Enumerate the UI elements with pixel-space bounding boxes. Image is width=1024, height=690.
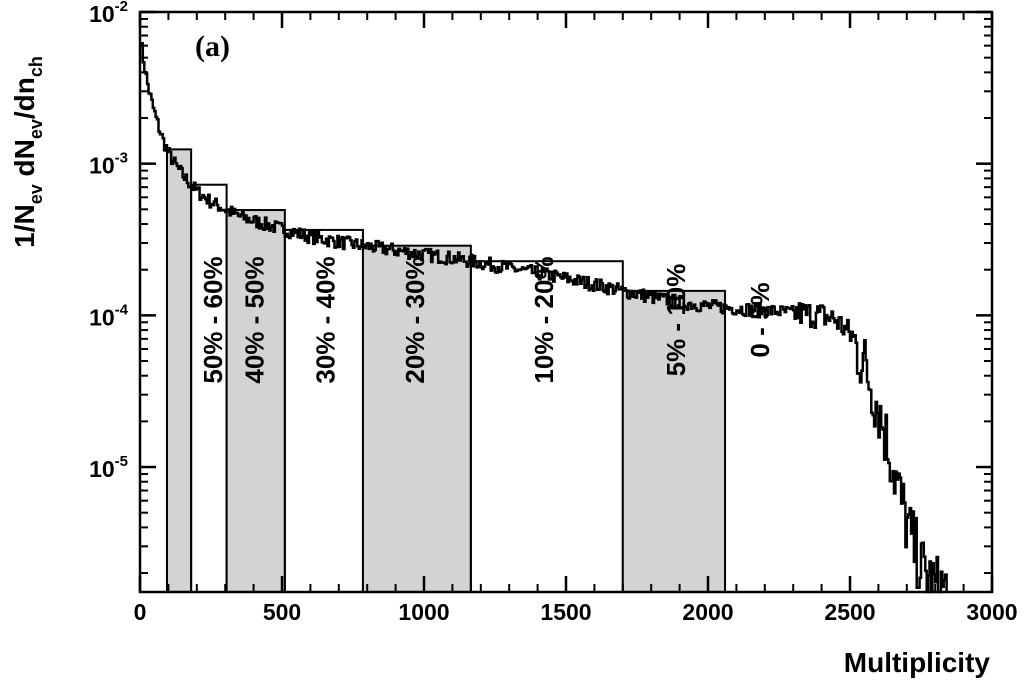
x-tick-label: 1000 <box>398 599 449 625</box>
centrality-band-label: 20% - 30% <box>400 256 430 383</box>
multiplicity-distribution-line <box>140 42 948 594</box>
centrality-band-6 <box>621 289 727 593</box>
x-tick-label: 3000 <box>966 599 1017 625</box>
x-axis-title: Multiplicity <box>844 647 991 678</box>
centrality-band-labels: 50% - 60% 40% - 50% 30% - 40% 20% - 30% 10% … <box>198 256 775 383</box>
y-axis-ticks: 10-5 10-4 10-3 10-2 <box>89 0 992 575</box>
centrality-band-1 <box>190 183 228 594</box>
y-tick-label: 10-3 <box>89 150 128 179</box>
y-tick-label: 10-5 <box>89 453 128 482</box>
centrality-band-label: 5% - 10% <box>661 264 691 377</box>
y-tick-label: 10-2 <box>89 0 128 27</box>
centrality-band-label: 40% - 50% <box>239 256 269 383</box>
centrality-band-label: 0 - 5% <box>745 282 775 357</box>
y-tick-label: 10-4 <box>89 301 129 330</box>
x-tick-label: 500 <box>263 599 301 625</box>
x-tick-label: 2000 <box>682 599 733 625</box>
x-axis-ticks: 0 500 1000 1500 2000 2500 3000 <box>134 12 1018 625</box>
centrality-band-2 <box>225 209 286 593</box>
centrality-band-0 <box>165 148 193 594</box>
x-tick-label: 1500 <box>540 599 591 625</box>
centrality-band-label: 50% - 60% <box>198 256 228 383</box>
centrality-band-4 <box>361 244 472 593</box>
y-axis-title: 1/Nev dNev/dnch <box>9 56 46 248</box>
centrality-band-label: 30% - 40% <box>310 256 340 383</box>
x-tick-label: 2500 <box>824 599 875 625</box>
panel-label: (a) <box>195 30 230 63</box>
x-tick-label: 0 <box>134 599 147 625</box>
centrality-band-label: 10% - 20% <box>529 256 559 383</box>
